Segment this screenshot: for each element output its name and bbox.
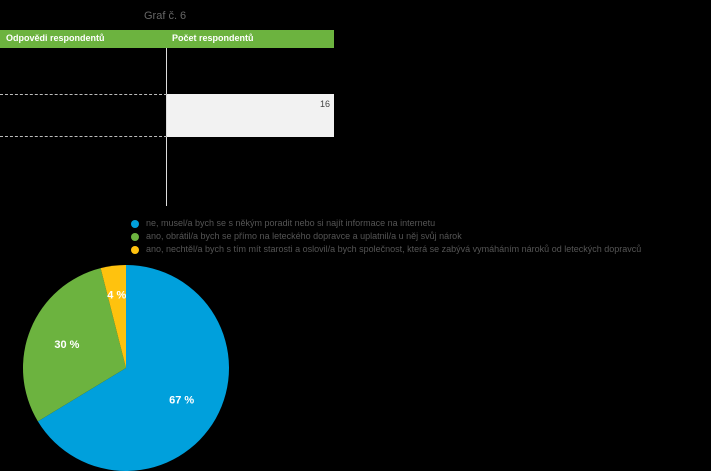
legend-swatch xyxy=(131,246,139,254)
pie-slice xyxy=(37,265,229,471)
legend-label: ne, musel/a bych se s někým poradit nebo… xyxy=(146,218,436,228)
header-count: Počet respondentů xyxy=(172,33,254,43)
legend-swatch xyxy=(131,220,139,228)
table-cell-count: 16 xyxy=(167,94,334,137)
chart-title: Graf č. 6 xyxy=(144,10,187,22)
slice-value-label: 30 % xyxy=(54,339,79,351)
slice-value-label: 67 % xyxy=(169,394,194,406)
legend-label: ano, obrátil/a bych se přímo na leteckéh… xyxy=(146,231,462,241)
legend-swatch xyxy=(131,233,139,241)
table-header: Odpovědi respondentů Počet respondentů xyxy=(0,30,334,48)
pie-slice xyxy=(100,265,126,368)
row-divider xyxy=(0,136,167,137)
legend-label: ano, nechtěl/a bych s tím mít starosti a… xyxy=(146,244,642,254)
header-responses: Odpovědi respondentů xyxy=(6,33,105,43)
slice-value-label: 4 % xyxy=(107,289,126,301)
count-value: 16 xyxy=(319,99,330,109)
row-divider xyxy=(0,94,167,95)
pie-slice xyxy=(23,268,127,422)
column-divider xyxy=(166,48,167,206)
response-table: Odpovědi respondentů Počet respondentů 1… xyxy=(0,30,334,206)
